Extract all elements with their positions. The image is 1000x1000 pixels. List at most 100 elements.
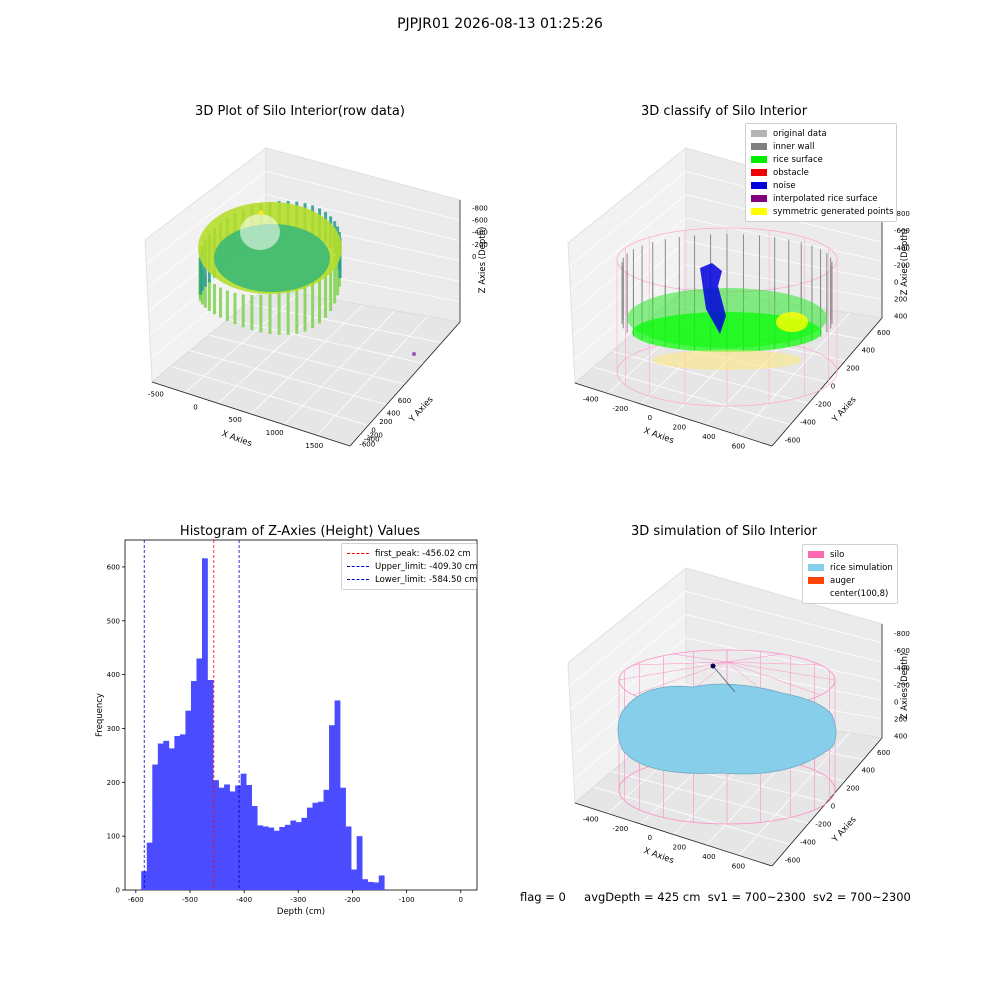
- panel2-x-axis-line: [574, 382, 773, 447]
- panel4-z-tick-label: -800: [894, 630, 910, 638]
- histogram-bar: [202, 558, 208, 890]
- panel4-legend-entry: auger: [808, 574, 892, 587]
- histogram-y-tick-label: 400: [107, 671, 120, 679]
- histogram-bar: [284, 824, 291, 890]
- histogram-bar: [163, 740, 170, 890]
- panel1-grid-line: [265, 170, 461, 221]
- panel4-y-tick-label: -200: [815, 820, 831, 828]
- panel4-z-tick-label: -200: [894, 681, 910, 689]
- panel1-y-tick-label: 400: [387, 409, 400, 417]
- panel4-legend-entry: center(100,8): [808, 587, 892, 600]
- panel4-x-tick-label: 600: [732, 863, 745, 871]
- panel1-y-tick-label: 200: [379, 418, 392, 426]
- panel4-y-tick-label: -600: [785, 856, 801, 864]
- panel2-x-tick-label: -400: [583, 395, 599, 403]
- panel2-grid-line: [571, 217, 687, 314]
- histogram-x-tick-label: -500: [182, 896, 198, 904]
- panel2-y-tick-label: 0: [831, 383, 835, 391]
- histogram-x-tick-label: -400: [236, 896, 252, 904]
- panel2-legend-swatch: [751, 143, 767, 150]
- panel1-x-tick-label: 500: [228, 416, 241, 424]
- panel2-y-axis-line: [771, 317, 883, 447]
- panel1-z-tick-label: -800: [472, 204, 488, 212]
- panel1-y-tick-label: -200: [367, 432, 383, 440]
- histogram-bar: [268, 827, 275, 890]
- panel1-z-tick-label: -600: [472, 217, 488, 225]
- histogram-bar: [179, 734, 186, 890]
- panel1-x-axis-line: [151, 381, 351, 447]
- panel4-legend-label: silo: [830, 549, 845, 560]
- histogram-bar: [152, 764, 159, 890]
- panel4-x-tick-label: 400: [702, 853, 715, 861]
- panel2-z-tick-label: -600: [894, 227, 910, 235]
- histogram-plot: [122, 539, 478, 893]
- panel1-y-axis-line: [349, 321, 461, 447]
- histogram-bar: [146, 842, 153, 890]
- avg-depth-text: avgDepth = 425 cm: [584, 890, 701, 904]
- panel4-x-tick-label: 0: [648, 834, 652, 842]
- histogram-bar: [251, 806, 258, 890]
- panel2-legend-swatch: [751, 208, 767, 215]
- panel4-rice-surface: [617, 683, 837, 775]
- panel2-z-tick-label: -200: [894, 261, 910, 269]
- panel1-y-tick-label: -400: [364, 435, 380, 443]
- panel4-z-tick-label: 0: [894, 699, 898, 707]
- panel4-grid-line: [685, 660, 883, 701]
- panel4-y-axis-line: [771, 737, 883, 867]
- panel2-y-tick-label: 200: [846, 365, 859, 373]
- histogram-bar: [168, 748, 175, 890]
- panel4-x-tick-label: -200: [612, 825, 628, 833]
- histogram-legend: first_peak: -456.02 cm Upper_limit: -409.…: [341, 543, 478, 590]
- panel2-title: 3D classify of Silo Interior: [640, 104, 808, 119]
- panel2-x-tick-label: 200: [673, 424, 686, 432]
- histogram-bar: [329, 725, 335, 890]
- panel2-legend-swatch: [751, 195, 767, 202]
- histogram-bar: [235, 785, 241, 890]
- panel4-legend-label: auger: [830, 575, 855, 586]
- panel2-legend-entry: rice surface: [751, 153, 891, 166]
- histogram-bar: [185, 710, 192, 890]
- panel2-legend-entry: symmetric generated points: [751, 205, 894, 218]
- histogram-bar: [318, 801, 324, 890]
- histogram-bar: [367, 881, 374, 890]
- panel1-x-axis-label: X Axies: [220, 429, 253, 449]
- panel4-title: 3D simulation of Silo Interior: [631, 524, 817, 539]
- histogram-bar: [262, 826, 269, 890]
- panel1-x-tick-label: 0: [193, 403, 197, 411]
- histogram-legend-entry: Lower_limit: -584.50 cm: [347, 573, 477, 586]
- histogram-x-tick-label: -200: [345, 896, 361, 904]
- histogram-legend-label: Upper_limit: -409.30 cm: [375, 561, 478, 572]
- panel1-y-tick-label: 0: [371, 427, 375, 435]
- panel2-legend-entry: interpolated rice surface: [751, 192, 891, 205]
- panel2-symmetric-points-base: [652, 350, 802, 370]
- panel2-z-tick-label: -800: [894, 210, 910, 218]
- panel4-silo-roof-strut: [618, 661, 728, 681]
- panel2-legend-entry: noise: [751, 179, 891, 192]
- panel2-legend-swatch: [751, 156, 767, 163]
- panel2-legend-label: obstacle: [773, 167, 809, 178]
- panel1-z-tick-label: -200: [472, 241, 488, 249]
- histogram-y-tick-label: 0: [116, 887, 120, 895]
- histogram-bar: [306, 807, 313, 890]
- histogram-legend-entry: Upper_limit: -409.30 cm: [347, 560, 478, 573]
- panel2-y-axis-label: Y Axies: [830, 394, 859, 425]
- panel1-z-tick-label: 0: [472, 253, 476, 261]
- histogram-bar: [273, 830, 280, 890]
- histogram-legend-line: [347, 553, 369, 554]
- panel2-y-tick-label: -400: [800, 418, 816, 426]
- histogram-bar: [295, 822, 302, 890]
- panel4-legend: silo rice simulation auger center(100,8): [802, 544, 898, 604]
- panel2-symmetric-points: [776, 312, 808, 332]
- panel2-z-tick-label: 0: [894, 279, 898, 287]
- panel2-grid-line: [685, 217, 883, 262]
- panel2-legend-swatch: [751, 182, 767, 189]
- panel2-y-tick-label: -200: [815, 400, 831, 408]
- histogram-bar: [174, 736, 181, 890]
- histogram-bar: [218, 787, 225, 890]
- panel1-y-tick-label: 600: [398, 397, 411, 405]
- panel2-z-axis-label: Z Axies (Depth): [900, 229, 910, 296]
- panel2-legend-label: rice surface: [773, 154, 823, 165]
- panel2-grid-line: [685, 240, 883, 281]
- panel2-x-tick-label: 400: [702, 433, 715, 441]
- panel2-x-tick-label: -200: [612, 405, 628, 413]
